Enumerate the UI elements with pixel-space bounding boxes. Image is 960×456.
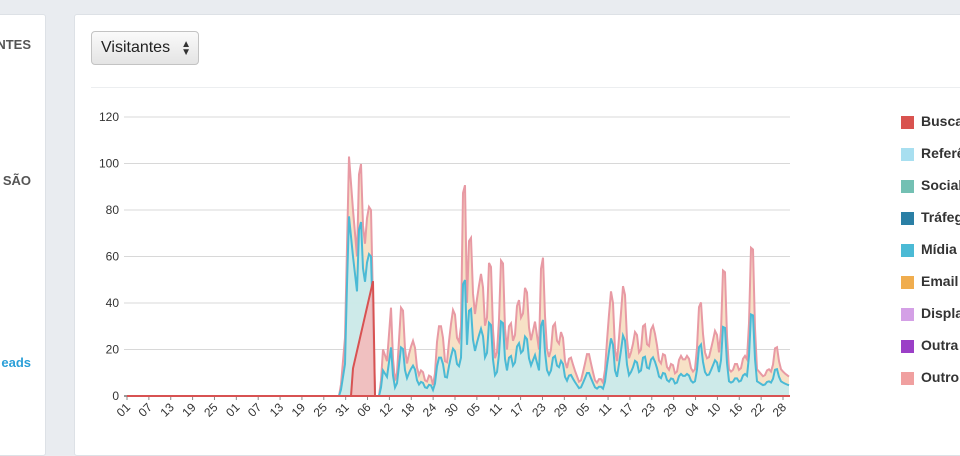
select-arrows-icon: ▲ ▼ xyxy=(181,39,191,58)
legend-swatch xyxy=(901,340,914,353)
legend-label: Displa xyxy=(921,305,960,321)
x-tick-label: 31 xyxy=(332,400,352,420)
x-tick-label: 07 xyxy=(245,400,265,420)
x-tick-label: 04 xyxy=(682,400,702,420)
x-tick-label: 25 xyxy=(311,400,331,420)
legend-label: Mídia xyxy=(921,241,957,257)
x-tick-label: 10 xyxy=(704,400,724,420)
x-tick-label: 29 xyxy=(551,400,571,420)
legend-label: Email xyxy=(921,273,959,289)
legend-swatch xyxy=(901,244,914,257)
legend-label: Referê xyxy=(921,145,960,161)
x-tick-label: 05 xyxy=(573,400,593,420)
y-tick-label: 100 xyxy=(99,157,119,171)
x-tick-label: 13 xyxy=(158,400,178,420)
legend-swatch xyxy=(901,116,914,129)
x-tick-label: 23 xyxy=(639,400,659,420)
legend-swatch xyxy=(901,308,914,321)
y-tick-label: 120 xyxy=(99,110,119,124)
x-tick-label: 06 xyxy=(354,400,374,420)
left-section-subtitle: SÃO xyxy=(2,173,31,188)
metric-select-value: Visitantes xyxy=(101,39,171,56)
x-tick-label: 11 xyxy=(595,400,614,419)
referral-area xyxy=(127,216,789,396)
legend-swatch xyxy=(901,148,914,161)
y-tick-label: 40 xyxy=(106,296,120,310)
legend-label: Outra xyxy=(921,337,959,353)
x-tick-label: 22 xyxy=(748,400,768,420)
x-tick-label: 18 xyxy=(398,400,418,420)
left-panel: NTES SÃO eads xyxy=(0,14,46,456)
x-tick-label: 01 xyxy=(223,400,243,420)
x-tick-label: 19 xyxy=(179,400,199,420)
y-tick-label: 60 xyxy=(106,250,120,264)
legend-label: Tráfeg xyxy=(921,209,960,225)
x-tick-label: 19 xyxy=(289,400,309,420)
x-tick-label: 29 xyxy=(660,400,680,420)
x-tick-label: 30 xyxy=(442,400,462,420)
legend-swatch xyxy=(901,276,914,289)
legend-label: Outro xyxy=(921,369,960,385)
legend-label: Social xyxy=(921,177,960,193)
leads-link[interactable]: eads xyxy=(1,355,31,370)
x-tick-label: 13 xyxy=(267,400,287,420)
x-tick-label: 17 xyxy=(617,400,637,420)
legend-swatch xyxy=(901,180,914,193)
x-tick-label: 11 xyxy=(486,400,505,419)
x-tick-label: 24 xyxy=(420,400,440,420)
x-tick-label: 28 xyxy=(770,400,790,420)
y-tick-label: 20 xyxy=(106,343,120,357)
x-tick-label: 12 xyxy=(376,400,396,420)
x-tick-label: 17 xyxy=(507,400,527,420)
x-tick-label: 05 xyxy=(464,400,484,420)
x-tick-label: 16 xyxy=(726,400,746,420)
x-tick-label: 23 xyxy=(529,400,549,420)
y-tick-label: 80 xyxy=(106,203,120,217)
legend-label: Busca xyxy=(921,113,960,129)
divider xyxy=(91,87,960,88)
legend-swatch xyxy=(901,372,914,385)
x-tick-label: 07 xyxy=(136,400,156,420)
x-tick-label: 25 xyxy=(201,400,221,420)
legend-swatch xyxy=(901,212,914,225)
left-section-title: NTES xyxy=(0,37,31,52)
y-tick-label: 0 xyxy=(112,389,119,403)
metric-select[interactable]: Visitantes ▲ ▼ xyxy=(91,31,199,65)
